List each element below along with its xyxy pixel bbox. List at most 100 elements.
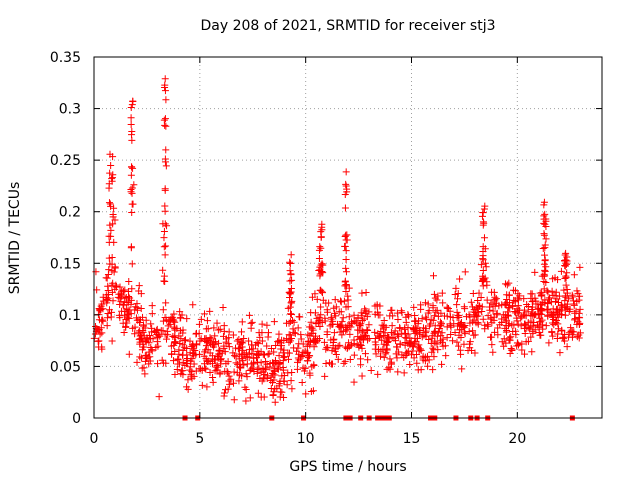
data-point (270, 348, 278, 356)
data-point (438, 329, 446, 337)
data-point (234, 345, 242, 353)
data-point (186, 349, 194, 357)
data-point (534, 305, 542, 313)
data-point (259, 374, 267, 382)
data-point (528, 298, 536, 306)
y-tick-labels: 0 0.05 0.1 0.15 0.2 0.25 0.3 0.35 (50, 50, 81, 427)
data-point (430, 353, 438, 361)
data-point (482, 263, 490, 271)
data-point (549, 312, 557, 320)
data-point (329, 320, 337, 328)
data-point (575, 296, 583, 304)
data-point (425, 322, 433, 330)
data-point (235, 377, 243, 385)
data-point (249, 345, 257, 353)
data-point (183, 383, 191, 391)
data-point (161, 83, 169, 91)
data-point (421, 299, 429, 307)
data-point (106, 221, 114, 229)
data-point (179, 346, 187, 354)
data-point (125, 315, 133, 323)
data-point (398, 309, 406, 317)
data-point (96, 306, 104, 314)
data-point (453, 301, 461, 309)
data-point (479, 252, 487, 260)
data-point (384, 335, 392, 343)
data-point (152, 328, 160, 336)
data-point (435, 325, 443, 333)
data-point (518, 313, 526, 321)
data-point (257, 359, 265, 367)
data-point (205, 357, 213, 365)
data-point (334, 355, 342, 363)
data-point (383, 338, 391, 346)
data-point (214, 326, 222, 334)
data-point (197, 315, 205, 323)
data-point (377, 352, 384, 360)
data-point (216, 369, 224, 377)
data-point (391, 327, 399, 335)
data-point (405, 339, 413, 347)
plot-frame (93, 56, 603, 419)
data-point (432, 308, 440, 316)
data-point (254, 351, 262, 359)
data-point (456, 346, 464, 354)
data-point (337, 321, 345, 329)
data-point (270, 318, 278, 326)
data-point (288, 316, 296, 324)
data-point (284, 355, 292, 363)
data-point (275, 330, 283, 338)
data-point (322, 299, 330, 307)
data-point (139, 321, 147, 329)
data-point (239, 346, 247, 354)
chart-title: Day 208 of 2021, SRMTID for receiver stj… (201, 18, 496, 34)
data-point (555, 325, 563, 333)
data-point (456, 275, 464, 283)
data-point (227, 375, 235, 383)
data-point (202, 325, 210, 333)
data-point (424, 362, 432, 370)
data-point (159, 317, 167, 325)
data-point (549, 332, 557, 340)
data-point (490, 316, 498, 324)
data-point (434, 292, 442, 300)
data-point (246, 394, 254, 402)
data-point (262, 366, 270, 374)
data-point (161, 220, 169, 228)
data-point (269, 359, 277, 367)
data-point (229, 349, 237, 357)
data-point (500, 342, 508, 350)
data-point (219, 303, 227, 311)
data-point (216, 325, 224, 333)
data-point (342, 247, 350, 255)
data-point (111, 264, 119, 272)
data-point (342, 182, 350, 190)
data-point (536, 331, 544, 339)
data-point (131, 323, 139, 331)
data-point (286, 258, 294, 266)
data-point (307, 309, 315, 317)
y-tick-label: 0.15 (50, 256, 81, 272)
data-point (171, 370, 179, 378)
data-point (354, 314, 362, 322)
data-point (274, 338, 282, 346)
data-point (179, 367, 187, 375)
data-point (490, 288, 498, 296)
data-point (573, 333, 581, 341)
data-point (371, 328, 379, 336)
data-point (404, 311, 412, 319)
data-point (247, 324, 255, 332)
data-point (109, 297, 117, 305)
data-point (176, 340, 184, 348)
data-point (217, 360, 225, 368)
data-point (303, 349, 311, 357)
data-point (125, 350, 133, 358)
data-point (377, 327, 385, 335)
data-point (451, 290, 459, 298)
data-point (383, 365, 391, 373)
data-point (209, 378, 217, 386)
data-point (275, 382, 283, 390)
data-point (382, 323, 390, 331)
data-point (454, 289, 462, 297)
data-point (141, 370, 149, 378)
